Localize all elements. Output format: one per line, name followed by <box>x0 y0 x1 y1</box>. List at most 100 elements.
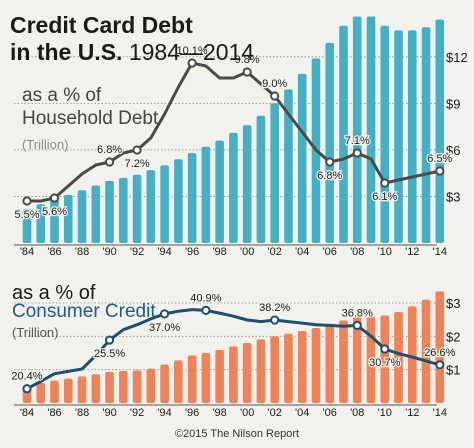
household-data-label: 6.8% <box>317 170 342 182</box>
household-data-label: 7.2% <box>125 158 150 170</box>
household-bar <box>201 146 211 243</box>
household-bar <box>22 208 32 243</box>
household-x-tick-label: '84 <box>20 246 34 258</box>
consumer-x-tick-label: '98 <box>212 407 226 419</box>
household-bar <box>119 177 128 243</box>
household-bar <box>256 115 266 243</box>
household-y-tick-label: $9 <box>446 96 460 111</box>
household-bar <box>105 180 114 243</box>
consumer-x-tick-label: '10 <box>378 407 392 419</box>
consumer-bar <box>119 371 128 403</box>
household-subtitle-line1: as a % of <box>22 85 102 106</box>
consumer-data-label: 37.0% <box>149 322 180 334</box>
consumer-bar <box>394 312 403 403</box>
household-bar <box>229 132 238 243</box>
consumer-x-tick-label: '90 <box>102 407 116 419</box>
household-data-label: 6.1% <box>372 191 397 203</box>
household-x-tick-label: '10 <box>378 246 392 258</box>
consumer-bar <box>380 315 390 403</box>
consumer-bar <box>187 355 197 403</box>
household-data-label: 5.6% <box>42 206 67 218</box>
consumer-bar <box>91 374 101 403</box>
chart-title-line2: in the U.S. 1984—2014 <box>10 41 254 64</box>
household-bar <box>407 30 417 244</box>
consumer-bar <box>311 328 321 403</box>
household-x-tick-label: '08 <box>350 246 364 258</box>
household-data-label: 7.1% <box>345 135 370 147</box>
household-x-tick-label: '94 <box>157 246 171 258</box>
household-marker <box>352 148 362 158</box>
household-panel: $3 $6 $9 $12 '84 '86 '88 '90 '92 '94 '96 '98 '00 '02 '… <box>13 16 468 258</box>
consumer-bar <box>421 299 431 403</box>
household-x-tick-label: '12 <box>405 246 419 258</box>
consumer-bar <box>352 315 362 403</box>
household-bar <box>187 153 197 243</box>
consumer-subtitle-line1: as a % of <box>12 282 96 304</box>
household-bar <box>132 174 142 243</box>
consumer-y-tick-label: $3 <box>446 296 460 311</box>
household-marker <box>104 157 115 167</box>
household-marker <box>187 58 197 68</box>
consumer-data-label: 40.9% <box>190 292 221 304</box>
household-bar <box>352 16 362 244</box>
household-bar <box>366 16 376 244</box>
consumer-trend-line <box>25 308 442 391</box>
consumer-marker <box>201 305 211 315</box>
household-marker <box>325 157 335 167</box>
household-marker <box>380 178 390 188</box>
household-bar <box>325 42 335 243</box>
household-x-tick-label: '04 <box>295 246 309 258</box>
household-bar <box>270 103 279 244</box>
household-bar <box>339 25 348 243</box>
consumer-bar <box>242 343 252 403</box>
consumer-bar <box>297 331 307 403</box>
chart-title-place: in the U.S. <box>10 39 123 65</box>
household-bar <box>394 30 403 244</box>
household-subtitle-line2: Household Debt <box>22 108 159 129</box>
consumer-x-tick-label: '12 <box>405 407 419 419</box>
household-data-label: 9.0% <box>262 78 287 90</box>
consumer-bar <box>50 380 59 403</box>
consumer-bar <box>256 339 266 403</box>
consumer-panel: $1 $2 $3 '84 '86 '88 '90 '92 '94 '96 '98 '00 '02 '04 '… <box>10 291 460 419</box>
household-trend-line <box>25 61 442 203</box>
consumer-x-tick-label: '14 <box>433 407 447 419</box>
consumer-bar <box>435 291 445 403</box>
household-bar <box>160 165 169 243</box>
household-y-tick-label: $12 <box>446 50 468 65</box>
consumer-data-label: 20.4% <box>11 371 42 383</box>
consumer-bar <box>284 333 293 403</box>
consumer-bar <box>63 378 73 403</box>
credit-line: ©2015 The Nilson Report <box>174 428 300 440</box>
consumer-data-label: 25.5% <box>94 348 125 360</box>
consumer-marker <box>352 320 362 331</box>
household-x-tick-label: '00 <box>240 246 254 258</box>
consumer-x-tick-label: '84 <box>20 407 34 419</box>
household-bar <box>77 190 87 243</box>
household-bar <box>91 185 101 243</box>
consumer-x-tick-label: '92 <box>130 407 144 419</box>
consumer-bar <box>174 360 183 403</box>
household-bar <box>174 159 183 243</box>
consumer-data-label: 38.2% <box>259 302 290 314</box>
household-data-label: 6.5% <box>427 153 452 165</box>
consumer-x-tick-label: '88 <box>75 407 89 419</box>
consumer-subtitle-line2: Consumer Credit <box>12 301 156 322</box>
consumer-x-tick-label: '08 <box>350 407 364 419</box>
consumer-x-tick-label: '02 <box>268 407 282 419</box>
consumer-x-tick-label: '86 <box>47 407 61 419</box>
household-bar <box>242 125 252 243</box>
household-x-tick-label: '14 <box>433 246 447 258</box>
consumer-bar <box>201 353 211 403</box>
consumer-bar <box>146 368 156 403</box>
chart-title-years: 1984—2014 <box>128 39 255 65</box>
consumer-bar <box>325 324 335 403</box>
household-bar <box>380 25 390 243</box>
consumer-x-tick-label: '96 <box>185 407 199 419</box>
household-bar <box>63 194 73 243</box>
household-data-label: 5.5% <box>14 209 39 221</box>
consumer-y-tick-label: $2 <box>446 329 460 344</box>
household-marker <box>22 196 32 206</box>
